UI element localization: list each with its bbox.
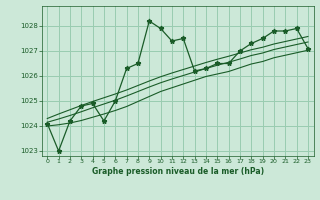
X-axis label: Graphe pression niveau de la mer (hPa): Graphe pression niveau de la mer (hPa) — [92, 167, 264, 176]
